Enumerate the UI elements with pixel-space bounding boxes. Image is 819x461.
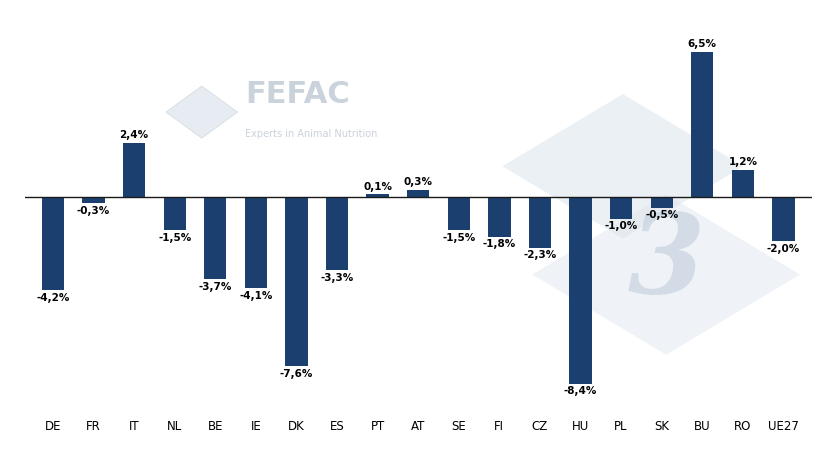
Bar	[244, 196, 267, 288]
Bar	[487, 196, 510, 236]
Bar	[528, 196, 550, 248]
Text: -0,3%: -0,3%	[77, 206, 110, 216]
Text: -2,3%: -2,3%	[523, 250, 556, 260]
Text: -7,6%: -7,6%	[279, 368, 313, 378]
Polygon shape	[502, 94, 742, 238]
Text: -4,2%: -4,2%	[36, 293, 70, 303]
Bar	[285, 196, 307, 366]
Bar	[83, 196, 105, 203]
Text: -8,4%: -8,4%	[563, 386, 596, 396]
Text: 6,5%: 6,5%	[687, 39, 716, 49]
Bar	[163, 196, 186, 230]
Text: 0,1%: 0,1%	[363, 182, 391, 192]
Text: -1,5%: -1,5%	[158, 233, 191, 242]
Text: 0,3%: 0,3%	[403, 177, 432, 187]
Bar	[568, 196, 591, 384]
Bar	[731, 170, 753, 196]
Bar	[649, 196, 672, 207]
Text: -3,3%: -3,3%	[320, 273, 353, 283]
Bar	[406, 190, 429, 196]
Text: -3,7%: -3,7%	[198, 282, 232, 292]
Text: -1,8%: -1,8%	[482, 239, 515, 249]
Bar	[42, 196, 64, 290]
Bar	[366, 195, 388, 196]
Text: Experts in Animal Nutrition: Experts in Animal Nutrition	[245, 129, 377, 139]
Bar	[771, 196, 794, 241]
Text: -0,5%: -0,5%	[645, 210, 677, 220]
Bar	[123, 143, 145, 196]
Text: 2,4%: 2,4%	[120, 130, 148, 141]
Text: -1,0%: -1,0%	[604, 221, 637, 231]
Text: 3: 3	[627, 209, 704, 316]
Bar	[609, 196, 631, 219]
Bar	[447, 196, 469, 230]
Polygon shape	[165, 86, 238, 138]
Bar	[690, 52, 713, 196]
Text: -4,1%: -4,1%	[239, 290, 272, 301]
Text: -1,5%: -1,5%	[441, 233, 475, 242]
Text: -2,0%: -2,0%	[766, 244, 799, 254]
Text: FEFAC: FEFAC	[245, 80, 350, 108]
Polygon shape	[532, 195, 799, 355]
Text: 1,2%: 1,2%	[727, 157, 757, 167]
Bar	[325, 196, 348, 270]
Bar	[204, 196, 226, 279]
